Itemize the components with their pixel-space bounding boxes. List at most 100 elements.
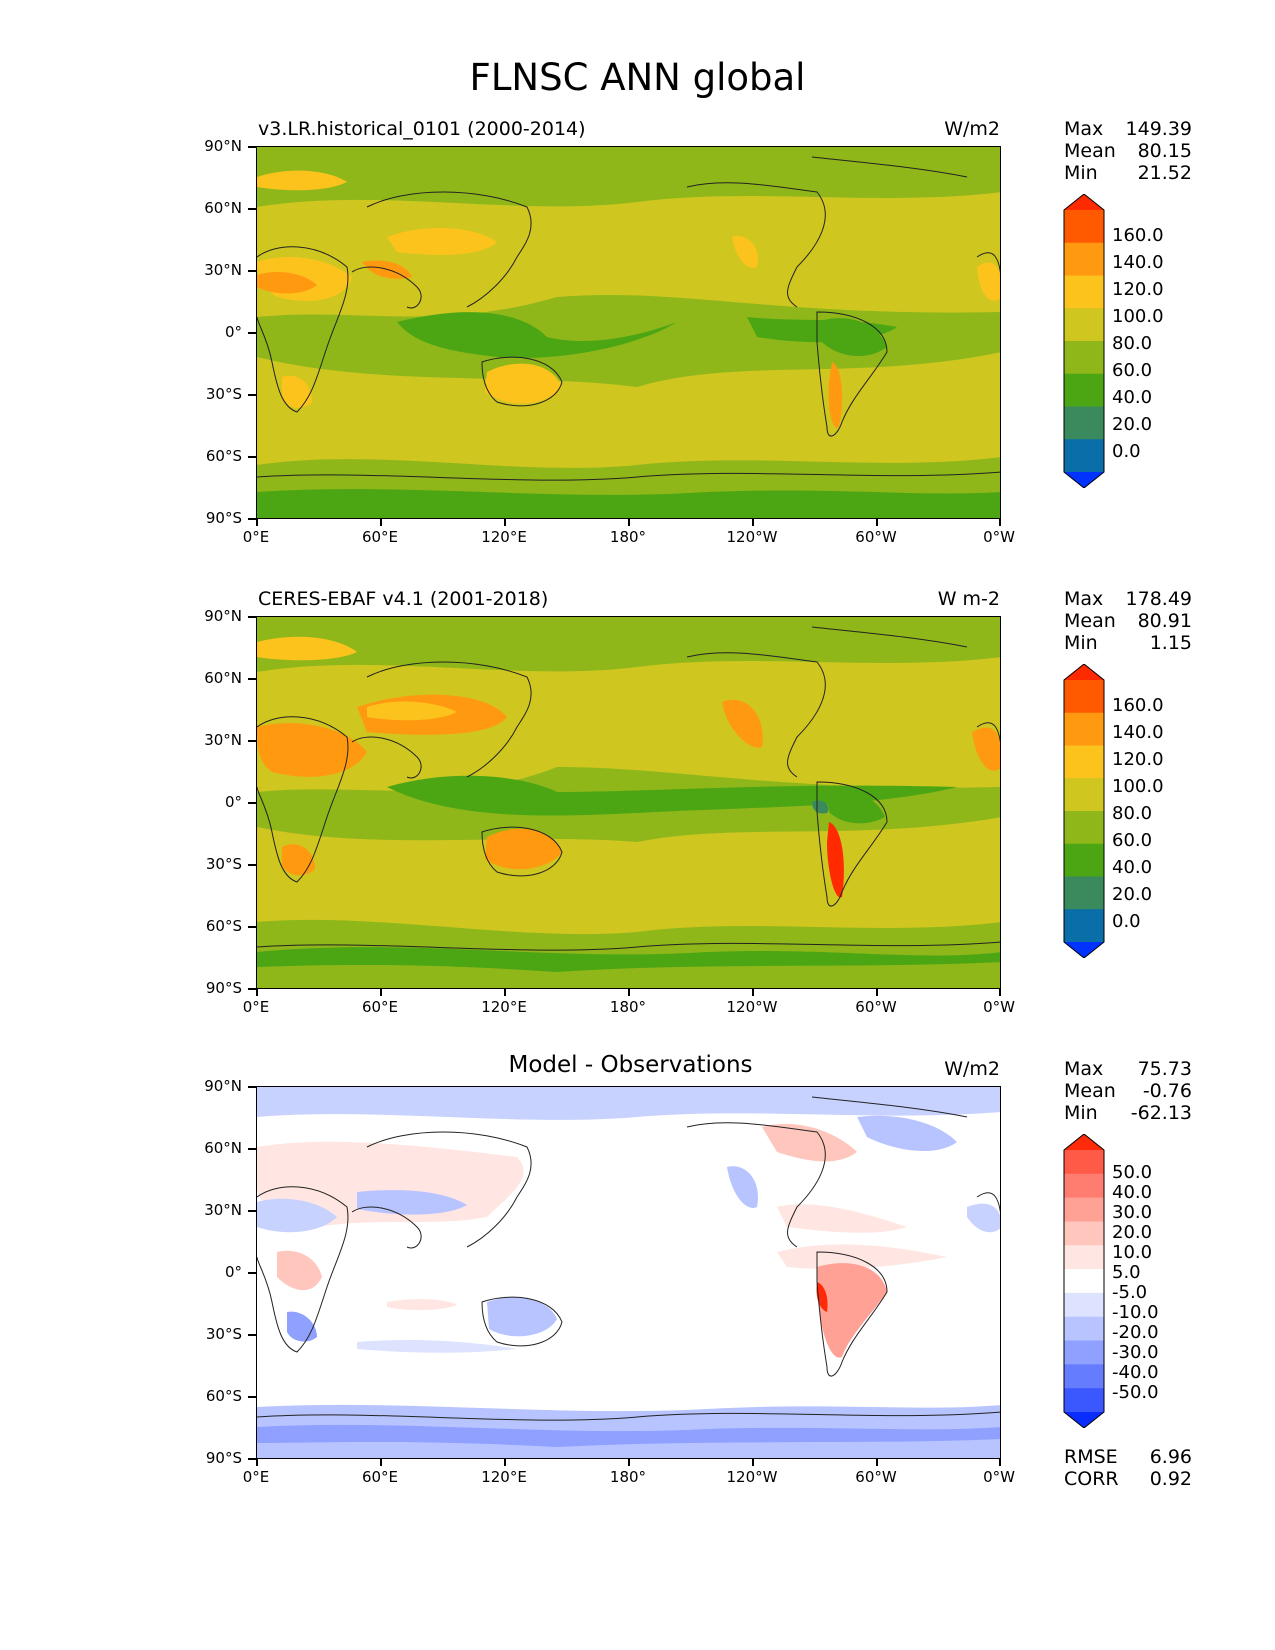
colorbar-segment xyxy=(1064,1412,1104,1428)
colorbar-outline xyxy=(1063,194,1105,488)
colorbar-segment xyxy=(1064,1364,1104,1389)
colorbar-segment xyxy=(1064,1245,1104,1270)
lat-label: 30°N xyxy=(204,1201,242,1219)
colorbar-label: 80.0 xyxy=(1112,333,1153,354)
field-sahara-core xyxy=(257,272,317,294)
field-central-asia xyxy=(387,227,497,255)
footer-stats: RMSE 6.96 CORR 0.92 xyxy=(1064,1446,1192,1490)
stat-row: Mean 80.91 xyxy=(1064,610,1192,632)
field-asia-rim xyxy=(367,701,457,721)
lat-label: 90°N xyxy=(204,1077,242,1095)
colorbar-label: 30.0 xyxy=(1112,1202,1153,1223)
lon-label: 0°W xyxy=(983,528,1015,546)
colorbar-segment xyxy=(1064,942,1104,958)
lon-label: 60°W xyxy=(855,998,897,1016)
lon-label: 60°W xyxy=(855,1468,897,1486)
colorbar-label: 20.0 xyxy=(1112,1222,1153,1243)
field-warm-pool xyxy=(397,312,677,358)
stat-row: CORR 0.92 xyxy=(1064,1468,1192,1490)
colorbar-segment xyxy=(1064,308,1104,342)
colorbar-segment xyxy=(1064,275,1104,309)
colorbar-label: 20.0 xyxy=(1112,884,1153,905)
colorbar-segment xyxy=(1064,406,1104,440)
field-south-america-pos xyxy=(817,1263,887,1358)
field-arctic xyxy=(257,617,1000,672)
figure-title: FLNSC ANN global xyxy=(469,56,806,99)
colorbar-segment xyxy=(1064,1173,1104,1199)
colorbar-segment xyxy=(1064,472,1104,488)
lon-label: 60°E xyxy=(361,998,399,1016)
field-andes xyxy=(827,822,844,898)
map-difference xyxy=(256,1086,1001,1459)
colorbar-outline xyxy=(1063,664,1105,958)
field-amazon xyxy=(817,318,887,357)
lat-label: 60°S xyxy=(205,447,242,465)
field-sahara-east xyxy=(972,727,1000,771)
lon-label: 60°E xyxy=(361,1468,399,1486)
colorbar-label: 160.0 xyxy=(1112,225,1164,246)
field-arctic-neg xyxy=(257,1087,1000,1120)
lat-label: 90°S xyxy=(205,1449,242,1467)
lat-label: 60°S xyxy=(205,917,242,935)
colorbar-segment xyxy=(1064,194,1104,210)
lon-label: 0°E xyxy=(242,528,270,546)
lat-label: 0° xyxy=(224,323,242,341)
lat-label: 90°S xyxy=(205,979,242,997)
colorbar-segment xyxy=(1064,680,1104,714)
colorbar-label: -40.0 xyxy=(1112,1362,1159,1383)
lat-label: 30°S xyxy=(205,385,242,403)
colorbar-label: 40.0 xyxy=(1112,387,1153,408)
panel-units: W m-2 xyxy=(937,588,1000,610)
colorbar-segment xyxy=(1064,1197,1104,1222)
colorbar-label: -10.0 xyxy=(1112,1302,1159,1323)
lat-label: 90°S xyxy=(205,509,242,527)
colorbar xyxy=(1063,1134,1105,1428)
stat-row: Max 178.49 xyxy=(1064,588,1192,610)
colorbar-segment xyxy=(1064,664,1104,680)
field-antarctica xyxy=(257,489,1000,518)
field-south-indian-neg xyxy=(357,1339,517,1353)
colorbar-segment xyxy=(1064,745,1104,779)
lat-label: 0° xyxy=(224,1263,242,1281)
field-sahara xyxy=(257,723,367,777)
field-indian-pos xyxy=(387,1299,457,1311)
field-amazon-core xyxy=(812,800,829,814)
field-scandinavia xyxy=(257,636,357,661)
coastlines xyxy=(257,626,1000,951)
lon-label: 0°E xyxy=(242,1468,270,1486)
map-difference-svg xyxy=(257,1087,1000,1458)
lon-label: 120°W xyxy=(726,1468,778,1486)
colorbar-segment xyxy=(1064,876,1104,910)
stat-row: Min 1.15 xyxy=(1064,632,1192,654)
colorbar-label: 10.0 xyxy=(1112,1242,1153,1263)
panel-difference: Model - Observations W/m2 xyxy=(0,1052,1275,1518)
colorbar-segment xyxy=(1064,1340,1104,1365)
field-atlantic-pos xyxy=(777,1244,947,1269)
map-observations xyxy=(256,616,1001,989)
panel-observations: CERES-EBAF v4.1 (2001-2018) W m-2 xyxy=(0,588,1275,1048)
colorbar-label: 140.0 xyxy=(1112,252,1164,273)
colorbar-segment xyxy=(1064,1150,1104,1175)
lon-label: 60°W xyxy=(855,528,897,546)
field-southern-neg-strong xyxy=(257,1424,1000,1447)
lon-label: 0°W xyxy=(983,998,1015,1016)
colorbar-label: 0.0 xyxy=(1112,911,1141,932)
field-sahara-east-neg xyxy=(967,1203,1000,1233)
colorbar-label: 40.0 xyxy=(1112,857,1153,878)
field-southern-band xyxy=(257,947,1000,972)
colorbar-label: -5.0 xyxy=(1112,1282,1148,1303)
map-observations-svg xyxy=(257,617,1000,988)
colorbar-segment xyxy=(1064,1292,1104,1318)
colorbar-outline xyxy=(1063,1134,1105,1428)
panel-model: v3.LR.historical_0101 (2000-2014) W/m2 xyxy=(0,118,1275,578)
field-itcz xyxy=(387,775,957,816)
colorbar-segment xyxy=(1064,373,1104,407)
lon-label: 180° xyxy=(609,528,647,546)
colorbar xyxy=(1063,194,1105,488)
colorbar-label: -50.0 xyxy=(1112,1382,1159,1403)
colorbar-label: 60.0 xyxy=(1112,830,1153,851)
lon-label: 180° xyxy=(609,998,647,1016)
field-south-africa xyxy=(282,844,315,876)
coastlines xyxy=(257,156,1000,481)
colorbar-label: 120.0 xyxy=(1112,279,1164,300)
